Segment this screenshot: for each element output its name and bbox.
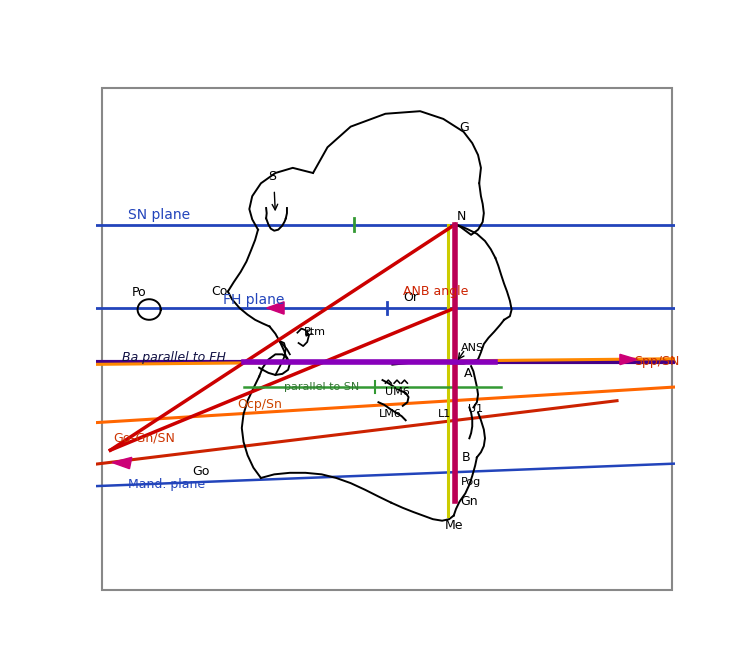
- Text: Pog: Pog: [461, 477, 481, 487]
- Text: Co: Co: [211, 285, 227, 298]
- Text: ANB angle: ANB angle: [403, 285, 468, 298]
- Text: Ba parallel to FH: Ba parallel to FH: [122, 351, 226, 364]
- Polygon shape: [620, 355, 637, 365]
- Text: Ocp/Sn: Ocp/Sn: [238, 398, 283, 411]
- Text: Me: Me: [444, 519, 463, 532]
- Text: A: A: [463, 367, 472, 381]
- Text: Go-Gn/SN: Go-Gn/SN: [114, 432, 175, 445]
- Text: UM6: UM6: [384, 387, 409, 397]
- Text: U1: U1: [468, 404, 483, 414]
- Text: L1: L1: [438, 409, 451, 419]
- Text: G: G: [459, 121, 469, 134]
- Text: Go: Go: [193, 465, 210, 478]
- Text: S: S: [268, 171, 277, 183]
- Text: N: N: [457, 211, 466, 223]
- Text: Gn: Gn: [461, 494, 478, 508]
- Text: Or: Or: [403, 292, 418, 304]
- Text: Spp/SN: Spp/SN: [635, 355, 680, 367]
- Text: Po: Po: [132, 286, 147, 299]
- Polygon shape: [267, 302, 284, 314]
- Text: LM6: LM6: [378, 409, 402, 419]
- Polygon shape: [112, 458, 132, 469]
- Text: FH plane: FH plane: [223, 293, 285, 307]
- Text: SN plane: SN plane: [128, 208, 190, 222]
- Text: Mand. plane: Mand. plane: [128, 478, 205, 491]
- Text: parallel to SN: parallel to SN: [284, 382, 359, 392]
- Text: B: B: [462, 451, 471, 464]
- Text: ANS: ANS: [461, 343, 484, 353]
- Text: Ptm: Ptm: [305, 327, 326, 337]
